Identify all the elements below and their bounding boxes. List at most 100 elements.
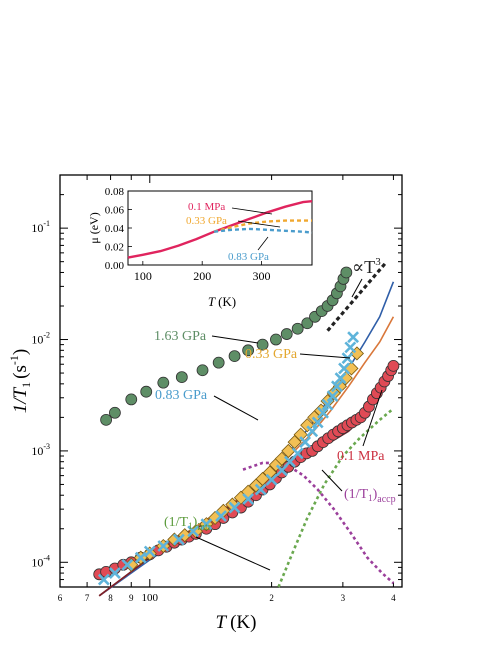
data-point bbox=[256, 338, 269, 351]
pointer-083 bbox=[213, 395, 259, 421]
data-point bbox=[311, 416, 324, 429]
inset-annotations: 0.1 MPa 0.33 GPa 0.83 GPa bbox=[186, 201, 281, 263]
accp-component bbox=[242, 461, 395, 585]
data-point bbox=[125, 393, 138, 406]
data-point bbox=[347, 331, 360, 344]
x-tick-label: 4 bbox=[391, 593, 396, 603]
pointer-accp bbox=[321, 469, 343, 492]
data-point bbox=[242, 493, 255, 505]
inset-y-label: μ (eV) bbox=[87, 212, 101, 243]
data-point bbox=[299, 436, 312, 449]
data-point bbox=[157, 540, 170, 552]
main-axis-ticks: 6 7 8 9 100 2 3 4 10-4 10-3 10-2 10-1 bbox=[31, 175, 402, 604]
data-point bbox=[242, 344, 255, 357]
y-tick-label: 10-2 bbox=[31, 331, 50, 347]
pointer-intr bbox=[195, 536, 271, 571]
inset-pointer-01 bbox=[231, 207, 273, 215]
data-point bbox=[265, 473, 278, 486]
data-point bbox=[187, 525, 200, 538]
inset-x-tick-label: 100 bbox=[134, 269, 152, 283]
data-point bbox=[167, 532, 182, 547]
inset-label-083: 0.83 GPa bbox=[228, 251, 269, 263]
inset-label-033: 0.33 GPa bbox=[186, 215, 227, 227]
y-tick-label: 10-4 bbox=[31, 553, 50, 569]
inset-y-tick-label: 0.08 bbox=[105, 186, 125, 198]
label-accp: (1/T1)accp bbox=[344, 487, 396, 505]
inset-x-tick-label: 200 bbox=[193, 269, 211, 283]
data-point bbox=[108, 567, 121, 580]
data-point bbox=[291, 447, 304, 460]
inset-lines bbox=[127, 200, 313, 259]
pointer-163 bbox=[211, 335, 259, 344]
x-tick-label: 2 bbox=[269, 593, 274, 603]
data-point bbox=[344, 341, 357, 354]
inset-axis-ticks: 100 200 300 0.00 0.02 0.04 0.06 0.08 bbox=[105, 186, 271, 283]
data-point bbox=[172, 533, 185, 546]
pointer-033 bbox=[299, 353, 351, 359]
data-point bbox=[270, 333, 282, 346]
data-point bbox=[293, 427, 308, 442]
main-annotations: 1.63 GPa 0.33 GPa 0.83 GPa 0.1 MPa ∝T3 (… bbox=[154, 256, 396, 571]
data-point bbox=[212, 356, 225, 369]
main-data-points bbox=[93, 266, 400, 586]
data-point bbox=[97, 573, 110, 586]
x-tick-label: 8 bbox=[108, 593, 113, 603]
label-033: 0.33 GPa bbox=[245, 347, 298, 362]
inset-label-01: 0.1 MPa bbox=[188, 201, 225, 213]
label-T3: ∝T3 bbox=[352, 256, 381, 277]
x-tick-label: 6 bbox=[58, 593, 63, 603]
pointer-T3 bbox=[351, 278, 363, 298]
data-point bbox=[196, 364, 209, 377]
data-point bbox=[143, 545, 156, 558]
inset-y-tick-label: 0.04 bbox=[105, 223, 125, 235]
fit-0.83 GPa bbox=[98, 281, 395, 597]
data-point bbox=[291, 322, 304, 335]
label-083: 0.83 GPa bbox=[155, 388, 208, 403]
data-point bbox=[275, 464, 288, 477]
data-point bbox=[134, 551, 147, 564]
data-point bbox=[140, 385, 153, 398]
inset-pointer-033 bbox=[237, 220, 281, 228]
label-intr: (1/T1)intr bbox=[164, 515, 212, 533]
inset-x-tick-label: 300 bbox=[253, 269, 271, 283]
inset-x-label: T (K) bbox=[208, 294, 236, 309]
x-tick-label: 7 bbox=[85, 593, 90, 603]
inset-y-tick-label: 0.06 bbox=[105, 205, 125, 217]
inset-y-tick-label: 0.02 bbox=[105, 242, 124, 254]
data-point bbox=[200, 518, 213, 531]
y-tick-label: 10-3 bbox=[31, 442, 50, 458]
x-axis-label: T (K) bbox=[216, 612, 257, 633]
x-tick-label: 9 bbox=[129, 593, 134, 603]
data-point bbox=[157, 376, 170, 389]
data-point bbox=[121, 558, 134, 571]
pointer-01 bbox=[362, 389, 383, 447]
data-point bbox=[321, 398, 334, 411]
data-point bbox=[280, 328, 293, 340]
inset-line-0-83-gpa bbox=[213, 227, 313, 234]
data-point bbox=[317, 406, 329, 419]
data-point bbox=[109, 406, 121, 419]
inset-pointer-083 bbox=[257, 236, 269, 251]
data-point bbox=[326, 390, 339, 403]
x-tick-label: 100 bbox=[142, 592, 159, 604]
label-01: 0.1 MPa bbox=[337, 449, 385, 464]
data-point bbox=[334, 372, 347, 385]
data-point bbox=[301, 317, 314, 330]
data-point bbox=[330, 380, 343, 393]
data-point bbox=[100, 413, 113, 426]
data-point bbox=[142, 546, 157, 561]
y-axis-label: 1/T1(s-1) bbox=[7, 349, 33, 413]
data-point bbox=[215, 510, 227, 522]
data-point bbox=[175, 371, 188, 383]
main-plot-frame bbox=[59, 174, 403, 588]
data-point bbox=[387, 359, 400, 372]
data-point bbox=[228, 501, 241, 514]
T3-guide bbox=[326, 260, 388, 332]
intr-component bbox=[277, 407, 395, 588]
x-tick-label: 3 bbox=[341, 593, 346, 603]
data-point bbox=[340, 266, 353, 279]
data-point bbox=[228, 350, 241, 362]
inset-y-tick-label: 0.00 bbox=[105, 260, 125, 272]
y-tick-label: 10-1 bbox=[31, 219, 50, 235]
